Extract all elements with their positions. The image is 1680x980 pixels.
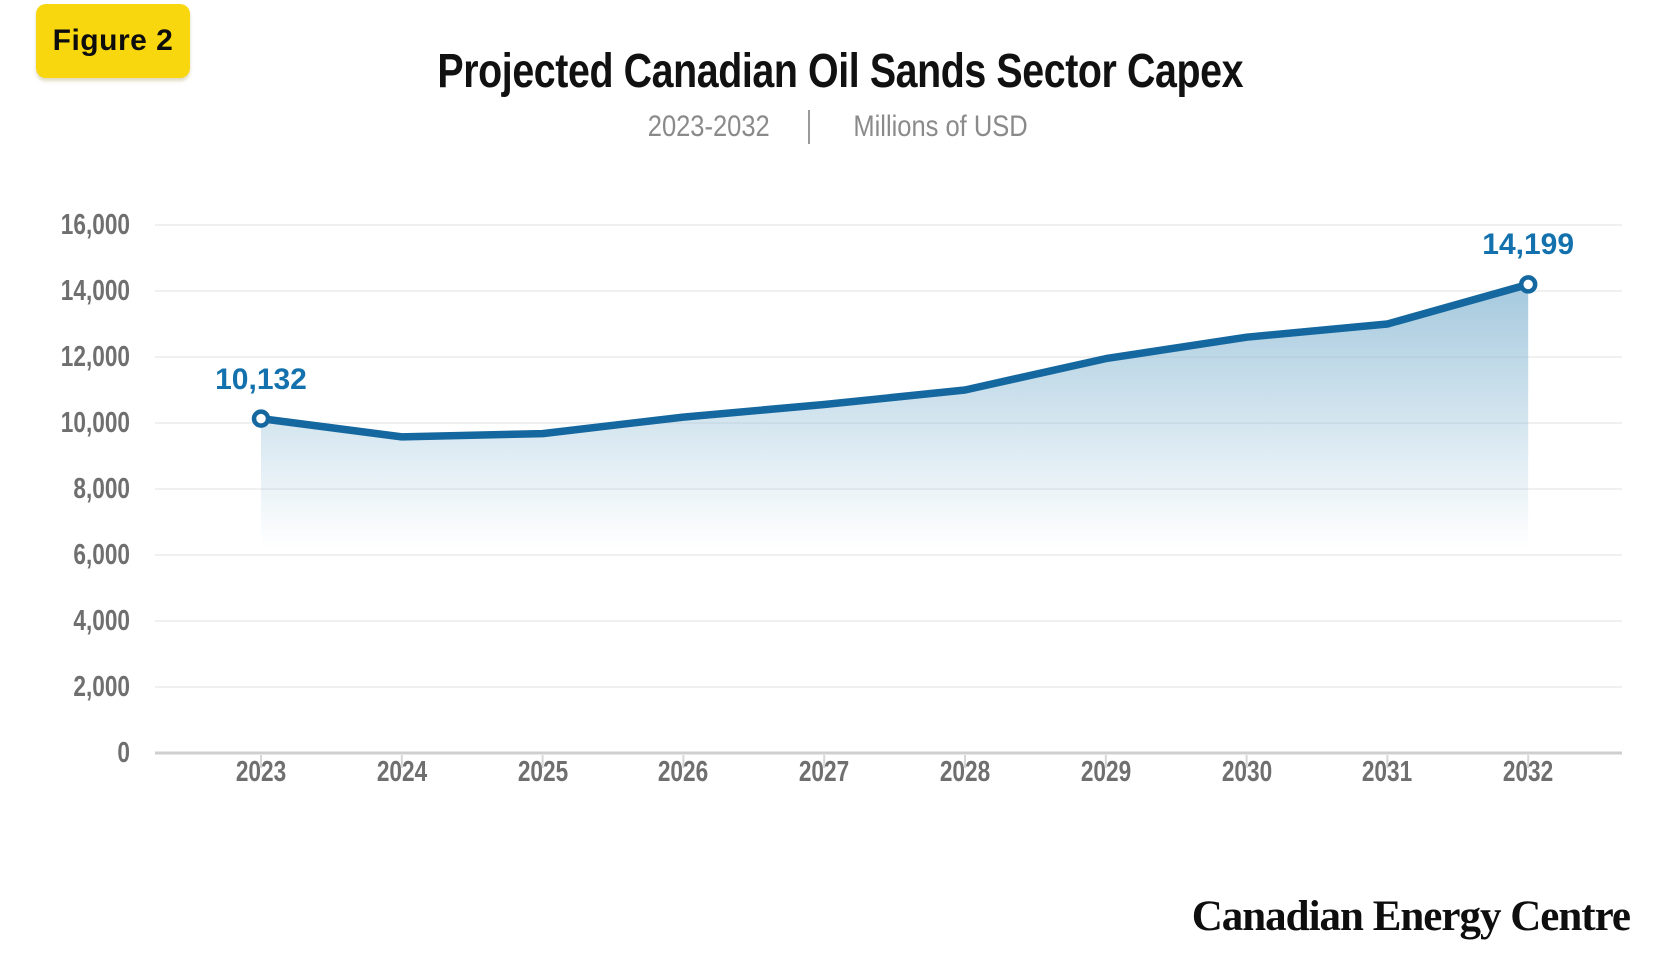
header: Projected Canadian Oil Sands Sector Cape…	[0, 44, 1680, 99]
area-fill	[261, 284, 1529, 552]
trend-line	[257, 280, 1532, 441]
subtitle-divider	[808, 110, 811, 144]
figure-badge: Figure 2	[36, 4, 190, 78]
subtitle-range-label: 2023-2032	[647, 110, 770, 143]
chart-subtitle: 2023-2032 Millions of USD	[0, 110, 1680, 144]
figure-badge-label: Figure 2	[52, 24, 174, 57]
data-point-marker	[251, 409, 271, 428]
data-point-marker	[1518, 275, 1538, 294]
subtitle-units-label: Millions of USD	[853, 110, 1028, 143]
brand-wordmark: Canadian Energy Centre	[1191, 893, 1631, 940]
page-title: Projected Canadian Oil Sands Sector Cape…	[437, 45, 1243, 98]
